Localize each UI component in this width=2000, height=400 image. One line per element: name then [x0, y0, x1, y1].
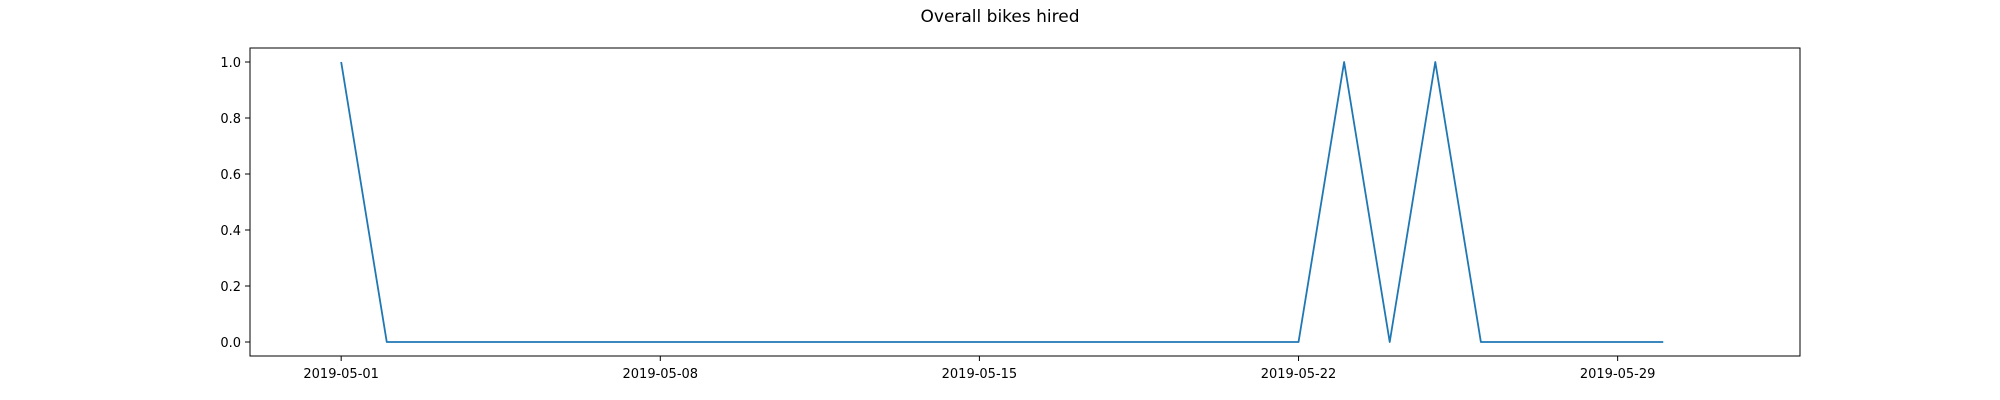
x-tick-label: 2019-05-08	[623, 367, 699, 382]
x-tick-label: 2019-05-01	[303, 367, 379, 382]
y-tick-label: 0.6	[220, 168, 241, 183]
x-tick-label: 2019-05-29	[1580, 367, 1656, 382]
y-tick-label: 0.8	[220, 112, 241, 127]
series-line	[340, 61, 1664, 343]
x-tick-label: 2019-05-15	[942, 367, 1018, 382]
y-axis: 0.0 0.2 0.4 0.6 0.8 1.0	[220, 56, 250, 351]
x-tick-label: 2019-05-22	[1261, 367, 1337, 382]
chart-title: Overall bikes hired	[921, 7, 1080, 27]
plot-frame	[249, 47, 1801, 357]
y-tick-label: 0.4	[220, 224, 241, 239]
y-tick-label: 0.0	[220, 336, 241, 351]
y-tick-label: 1.0	[220, 56, 241, 71]
y-tick-label: 0.2	[220, 280, 241, 295]
series-layer	[340, 61, 1664, 343]
x-axis: 2019-05-01 2019-05-08 2019-05-15 2019-05-22…	[303, 356, 1655, 382]
